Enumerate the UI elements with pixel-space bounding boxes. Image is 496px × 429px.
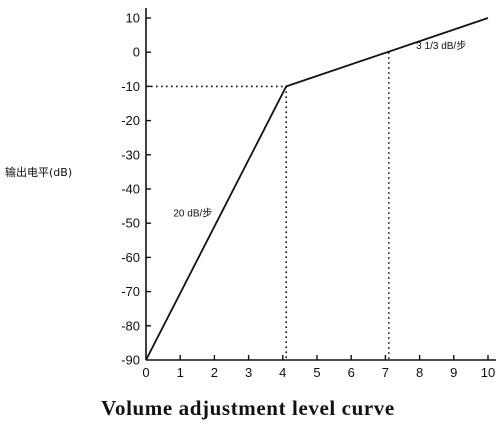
slope-annotation: 20 dB/步 bbox=[173, 207, 212, 219]
y-tick-label: -60 bbox=[121, 250, 140, 265]
x-tick-label: 2 bbox=[211, 365, 218, 380]
axes bbox=[145, 8, 496, 361]
x-tick-label: 5 bbox=[313, 365, 320, 380]
slope-annotation: 3 1/3 dB/步 bbox=[416, 40, 466, 52]
y-tick-label: -70 bbox=[121, 284, 140, 299]
y-axis-label: 输出电平(dB) bbox=[5, 165, 72, 179]
x-tick-label: 1 bbox=[177, 365, 184, 380]
y-tick-label: -20 bbox=[121, 113, 140, 128]
x-axis-ticks: 0 1 2 3 4 5 6 7 8 9 10 bbox=[142, 355, 495, 380]
y-tick-label: -30 bbox=[121, 147, 140, 162]
y-tick-label: 0 bbox=[133, 45, 140, 60]
x-tick-label: 9 bbox=[450, 365, 457, 380]
y-tick-label: -50 bbox=[121, 216, 140, 231]
y-axis-ticks: 10 0 -10 -20 -30 -40 -50 -60 -70 -80 -90 bbox=[121, 11, 151, 368]
x-tick-label: 6 bbox=[348, 365, 355, 380]
chart-title: Volume adjustment level curve bbox=[101, 396, 395, 420]
annotations: 20 dB/步 3 1/3 dB/步 bbox=[173, 40, 466, 220]
y-tick-label: -10 bbox=[121, 79, 140, 94]
x-tick-label: 3 bbox=[245, 365, 252, 380]
x-tick-label: 8 bbox=[416, 365, 423, 380]
y-tick-label: -80 bbox=[121, 318, 140, 333]
y-tick-label: -40 bbox=[121, 182, 140, 197]
x-tick-label: 10 bbox=[481, 365, 495, 380]
y-tick-label: 10 bbox=[126, 11, 140, 26]
x-tick-label: 4 bbox=[279, 365, 286, 380]
level-curve-line bbox=[145, 17, 489, 361]
series bbox=[145, 17, 489, 361]
x-tick-label: 0 bbox=[142, 365, 149, 380]
x-tick-label: 7 bbox=[382, 365, 389, 380]
y-tick-label: -90 bbox=[121, 353, 140, 368]
reference-lines bbox=[146, 52, 390, 360]
